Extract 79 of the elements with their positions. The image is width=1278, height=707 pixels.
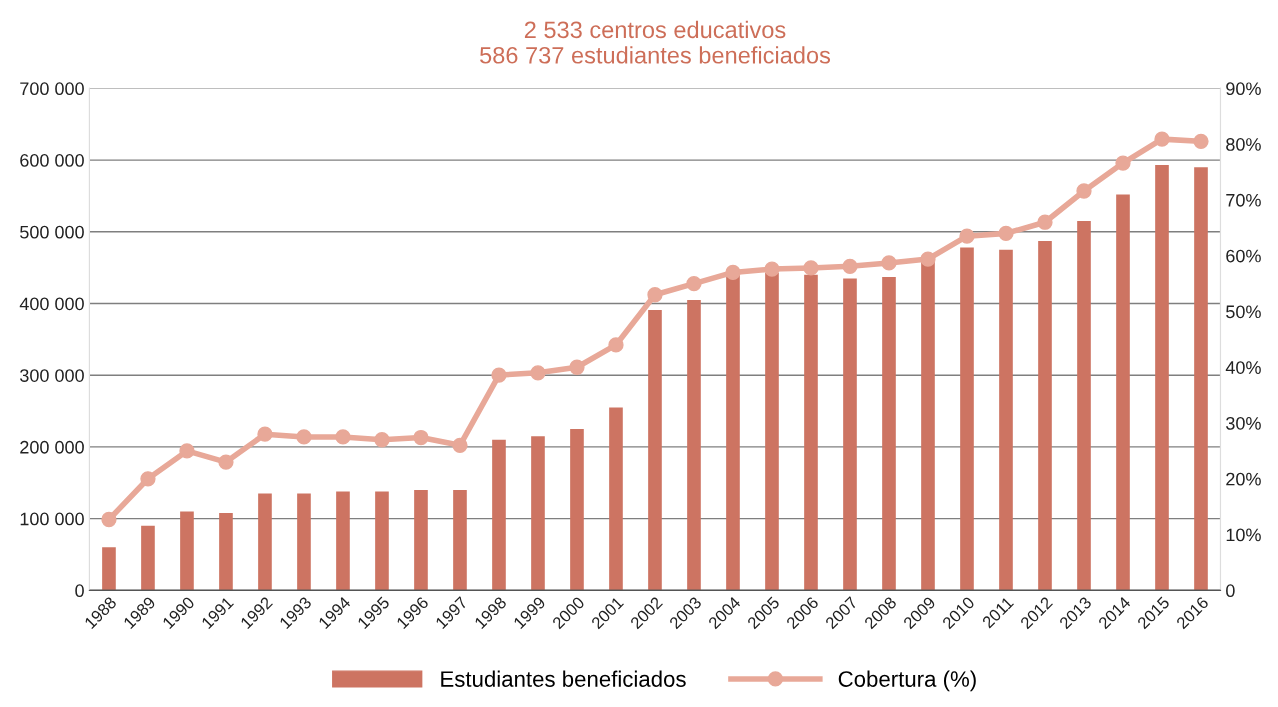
legend-label: Estudiantes beneficiados [441, 670, 686, 687]
bar [687, 299, 701, 591]
bar [219, 512, 233, 591]
bar [726, 274, 740, 591]
point [1076, 183, 1092, 199]
point [491, 367, 507, 383]
bar [297, 493, 311, 591]
bar [1194, 167, 1208, 591]
point [218, 454, 234, 470]
bar [765, 272, 779, 591]
bar [180, 511, 194, 591]
point [101, 511, 117, 528]
y2-tick-label: 80% [1226, 138, 1261, 151]
bar [336, 491, 350, 591]
y-tick-label: 300 000 [20, 369, 84, 382]
y2-tick-label: 40% [1225, 361, 1261, 374]
point [1154, 131, 1170, 147]
y2-tick-label: 10% [1226, 528, 1261, 542]
y2-tick-label: 90% [1226, 82, 1261, 96]
y2-tick-label: 0 [1226, 584, 1235, 598]
point [452, 437, 468, 453]
y2-tick-label: 70% [1226, 193, 1261, 207]
y2-tick-label: 20% [1226, 472, 1261, 486]
point [1115, 155, 1131, 171]
bar [102, 547, 116, 591]
y2-tick-label: 50% [1226, 305, 1261, 319]
point [140, 471, 156, 487]
point [725, 264, 741, 281]
bar [1116, 194, 1130, 591]
y-tick-label: 200 000 [20, 440, 84, 454]
y-tick-label: 100 000 [20, 512, 84, 526]
point [335, 429, 351, 445]
bar [648, 309, 662, 591]
bar [492, 439, 506, 591]
point [569, 359, 585, 375]
point [608, 337, 624, 353]
point [1193, 133, 1209, 150]
point [530, 365, 546, 381]
point [803, 260, 819, 276]
bar [804, 274, 818, 591]
point [413, 429, 429, 446]
point [374, 432, 390, 448]
point [764, 261, 780, 277]
point [257, 426, 273, 442]
bar [960, 247, 974, 591]
bar [921, 261, 935, 591]
bar [141, 525, 155, 591]
bar [999, 249, 1013, 591]
bar [1077, 221, 1091, 591]
bar [258, 493, 272, 591]
y-tick-label: 400 000 [19, 297, 84, 311]
bar [1155, 165, 1169, 591]
bar [414, 489, 428, 591]
point [920, 251, 936, 267]
chart-title: 2 533 centros educativos 586 737 estudiantes beneficiados [480, 20, 831, 64]
point [998, 225, 1014, 242]
bar [570, 429, 584, 591]
bar [609, 407, 623, 591]
y2-tick-label: 60% [1226, 249, 1261, 263]
bar [531, 436, 545, 591]
y-tick-label: 0 [75, 584, 84, 598]
bar [453, 489, 467, 591]
point [647, 287, 663, 303]
bar [1038, 241, 1052, 591]
point [959, 228, 975, 244]
point [296, 429, 312, 445]
point [179, 443, 195, 459]
y-tick-label: 700 000 [20, 82, 84, 96]
y2-tick-label: 30% [1226, 416, 1261, 430]
bar [843, 278, 857, 591]
point [1037, 214, 1053, 230]
legend-label: Cobertura (%) [838, 670, 976, 692]
bar [375, 491, 389, 591]
point [842, 258, 858, 274]
bar [882, 276, 896, 591]
point [686, 275, 702, 292]
y-tick-label: 500 000 [20, 225, 84, 239]
y-tick-label: 600 000 [20, 154, 84, 167]
point [881, 255, 897, 271]
